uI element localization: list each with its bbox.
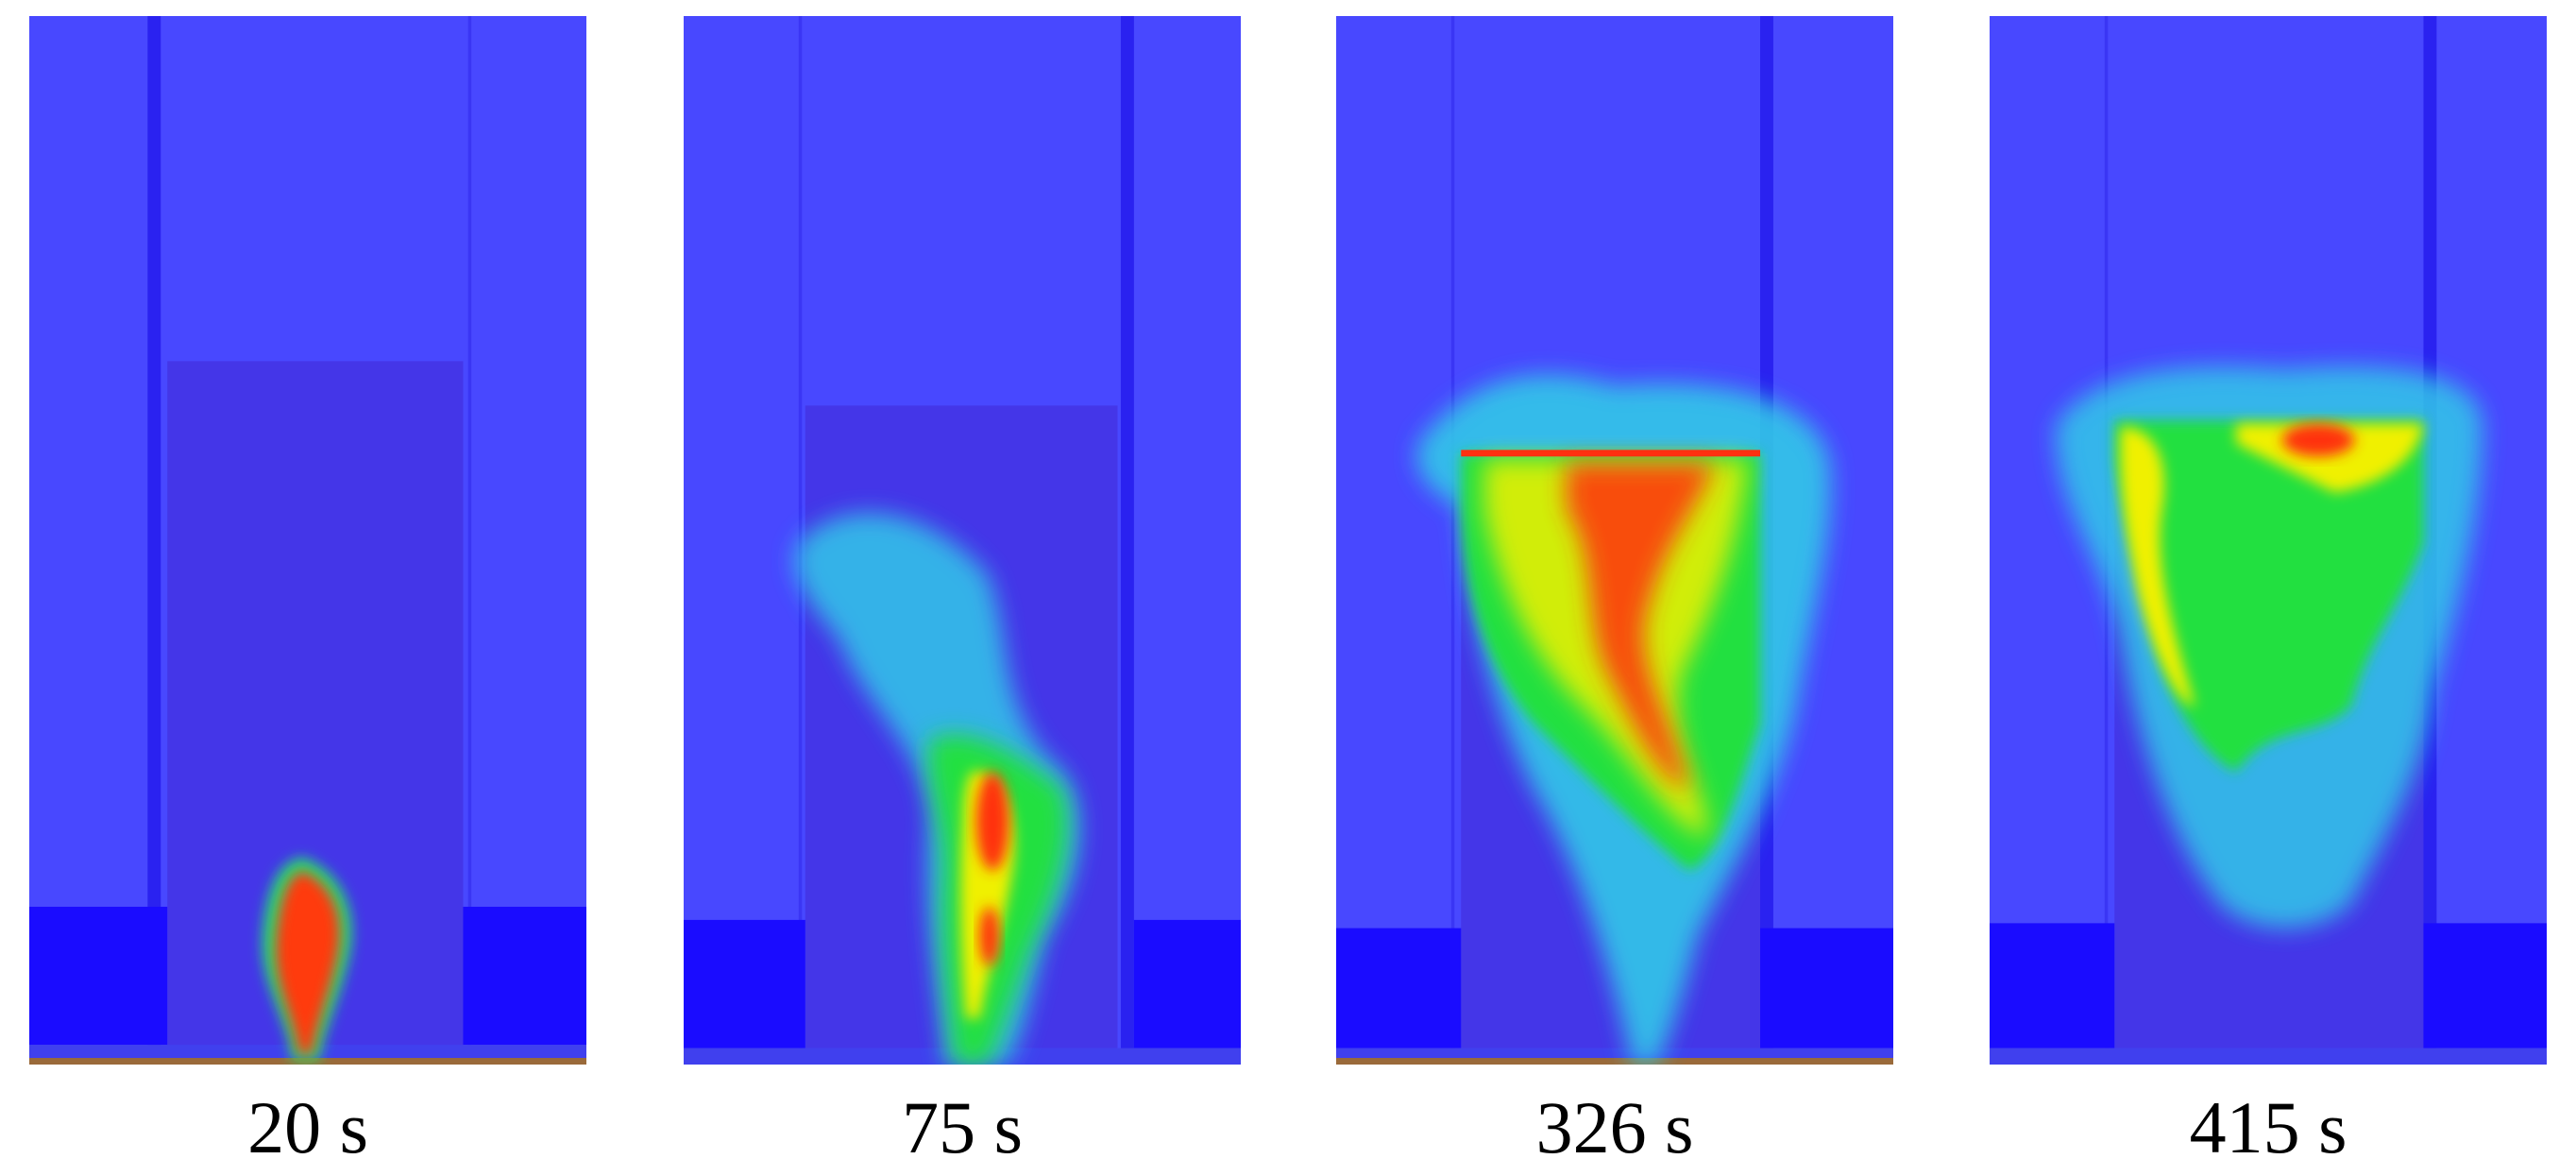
time-label: 20 s: [247, 1086, 368, 1168]
block: [684, 919, 805, 1048]
column: [798, 16, 803, 1065]
snapshot: [1990, 16, 2547, 1065]
column: [1450, 16, 1455, 1065]
column: [1120, 16, 1134, 1065]
snapshot: [29, 16, 586, 1065]
floor: [1990, 1048, 2547, 1065]
time-label: 415 s: [2190, 1086, 2347, 1168]
block: [2423, 923, 2547, 1048]
plume: [1416, 374, 1831, 1065]
block: [1133, 919, 1241, 1048]
ground: [1336, 1058, 1893, 1065]
block: [1760, 928, 1893, 1048]
snapshot: [684, 16, 1241, 1065]
block: [1990, 923, 2115, 1048]
time-label: 75 s: [902, 1086, 1023, 1168]
block: [1336, 928, 1462, 1048]
block: [29, 906, 168, 1046]
plume: [2055, 366, 2483, 929]
ceiling-edge: [1461, 450, 1761, 457]
column: [467, 16, 472, 1065]
time-label: 326 s: [1536, 1086, 1694, 1168]
flame: [262, 857, 352, 1062]
block: [463, 906, 586, 1046]
snapshot: [1336, 16, 1893, 1065]
plume: [794, 513, 1079, 1065]
column: [147, 16, 161, 1065]
